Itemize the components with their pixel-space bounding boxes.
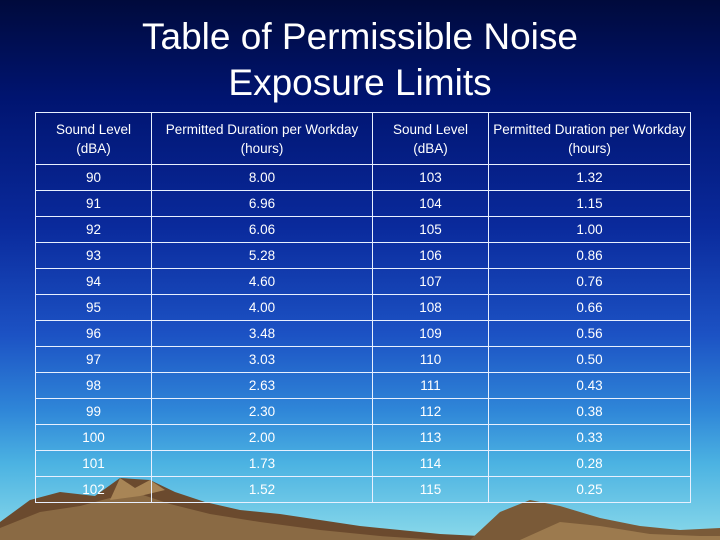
table-cell: 99 — [35, 398, 152, 425]
table-row: 99 2.30 112 0.38 — [35, 398, 691, 425]
table-cell: 90 — [35, 164, 152, 191]
table-row: 100 2.00 113 0.33 — [35, 424, 691, 451]
header-permitted-duration: Permitted Duration per Workday (hours) — [488, 112, 691, 165]
table-cell: 3.48 — [151, 320, 373, 347]
noise-limits-table-container: Sound Level (dBA) Permitted Duration per… — [35, 112, 691, 503]
table-cell: 0.76 — [488, 268, 691, 295]
table-cell: 1.52 — [151, 476, 373, 503]
table-cell: 100 — [35, 424, 152, 451]
table-row: 102 1.52 115 0.25 — [35, 476, 691, 503]
table-cell: 107 — [372, 268, 489, 295]
table-cell: 93 — [35, 242, 152, 269]
table-cell: 0.33 — [488, 424, 691, 451]
table-cell: 6.96 — [151, 190, 373, 217]
table-cell: 8.00 — [151, 164, 373, 191]
table-row: 94 4.60 107 0.76 — [35, 268, 691, 295]
table-cell: 104 — [372, 190, 489, 217]
noise-limits-table: Sound Level (dBA) Permitted Duration per… — [35, 112, 691, 503]
table-cell: 2.00 — [151, 424, 373, 451]
table-cell: 109 — [372, 320, 489, 347]
table-row: 96 3.48 109 0.56 — [35, 320, 691, 347]
table-cell: 0.66 — [488, 294, 691, 321]
table-row: 92 6.06 105 1.00 — [35, 216, 691, 243]
table-cell: 0.86 — [488, 242, 691, 269]
table-cell: 111 — [372, 372, 489, 399]
table-row: 93 5.28 106 0.86 — [35, 242, 691, 269]
table-row: 97 3.03 110 0.50 — [35, 346, 691, 373]
table-row: 91 6.96 104 1.15 — [35, 190, 691, 217]
table-cell: 0.50 — [488, 346, 691, 373]
table-cell: 96 — [35, 320, 152, 347]
table-row: 95 4.00 108 0.66 — [35, 294, 691, 321]
table-cell: 6.06 — [151, 216, 373, 243]
table-cell: 91 — [35, 190, 152, 217]
table-cell: 110 — [372, 346, 489, 373]
title-line-2: Exposure Limits — [228, 62, 492, 103]
table-cell: 2.30 — [151, 398, 373, 425]
table-cell: 94 — [35, 268, 152, 295]
table-cell: 0.25 — [488, 476, 691, 503]
table-cell: 2.63 — [151, 372, 373, 399]
table-cell: 1.73 — [151, 450, 373, 477]
table-row: 101 1.73 114 0.28 — [35, 450, 691, 477]
table-cell: 103 — [372, 164, 489, 191]
table-cell: 3.03 — [151, 346, 373, 373]
slide-title: Table of Permissible Noise Exposure Limi… — [0, 14, 720, 106]
table-cell: 1.32 — [488, 164, 691, 191]
header-sound-level: Sound Level (dBA) — [372, 112, 489, 165]
table-row: 90 8.00 103 1.32 — [35, 164, 691, 191]
table-cell: 0.38 — [488, 398, 691, 425]
table-cell: 108 — [372, 294, 489, 321]
header-sound-level: Sound Level (dBA) — [35, 112, 152, 165]
title-line-1: Table of Permissible Noise — [142, 16, 578, 57]
table-cell: 5.28 — [151, 242, 373, 269]
table-cell: 101 — [35, 450, 152, 477]
table-cell: 97 — [35, 346, 152, 373]
table-cell: 113 — [372, 424, 489, 451]
table-row: 98 2.63 111 0.43 — [35, 372, 691, 399]
table-cell: 105 — [372, 216, 489, 243]
table-header-row: Sound Level (dBA) Permitted Duration per… — [35, 112, 691, 165]
table-cell: 114 — [372, 450, 489, 477]
table-cell: 0.28 — [488, 450, 691, 477]
table-cell: 95 — [35, 294, 152, 321]
table-cell: 1.15 — [488, 190, 691, 217]
table-cell: 112 — [372, 398, 489, 425]
table-cell: 102 — [35, 476, 152, 503]
table-cell: 115 — [372, 476, 489, 503]
table-cell: 98 — [35, 372, 152, 399]
header-permitted-duration: Permitted Duration per Workday (hours) — [151, 112, 373, 165]
table-cell: 0.43 — [488, 372, 691, 399]
table-cell: 0.56 — [488, 320, 691, 347]
table-cell: 4.00 — [151, 294, 373, 321]
table-cell: 4.60 — [151, 268, 373, 295]
table-cell: 92 — [35, 216, 152, 243]
table-cell: 106 — [372, 242, 489, 269]
table-cell: 1.00 — [488, 216, 691, 243]
